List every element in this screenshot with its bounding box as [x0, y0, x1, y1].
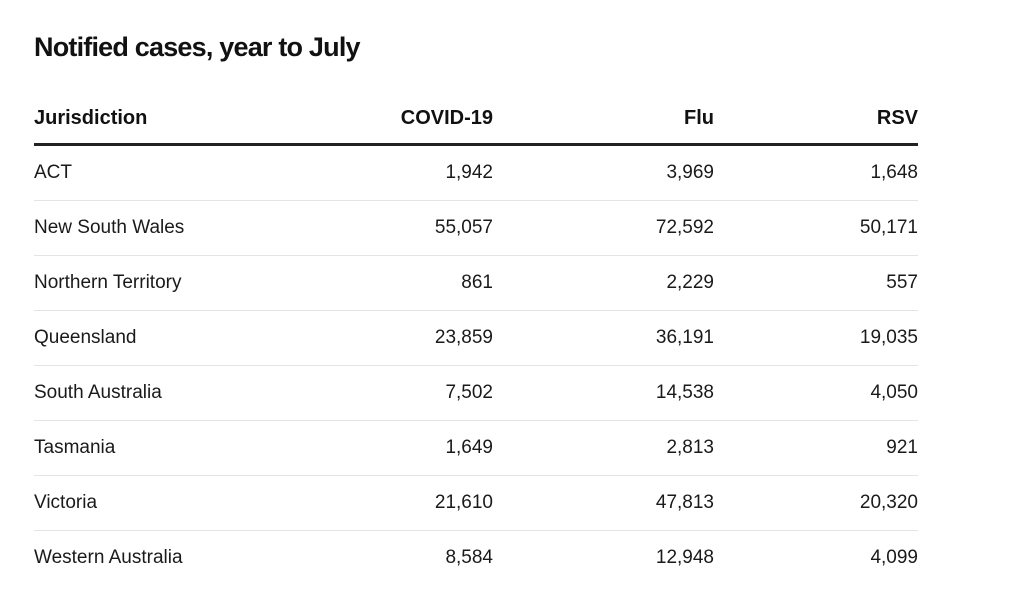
covid-19-cell: 1,649	[274, 420, 493, 476]
column-header-covid-19: COVID-19	[274, 93, 493, 146]
jurisdiction-cell: Northern Territory	[34, 255, 274, 311]
jurisdiction-cell: ACT	[34, 144, 274, 201]
rsv-cell: 1,648	[714, 144, 918, 201]
flu-cell: 47,813	[493, 475, 714, 531]
table-row: South Australia 7,502 14,538 4,050	[34, 365, 918, 421]
jurisdiction-cell: Tasmania	[34, 420, 274, 476]
flu-cell: 12,948	[655, 547, 714, 568]
flu-cell: 36,191	[493, 310, 714, 366]
covid-19-cell: 1,942	[274, 144, 493, 201]
jurisdiction-cell: South Australia	[34, 365, 274, 421]
covid-19-cell: 21,610	[274, 475, 493, 531]
rsv-cell: 4,099	[870, 547, 918, 568]
rsv-cell: 50,171	[714, 200, 918, 256]
cases-table: Jurisdiction COVID-19 Flu RSV ACT 1,942 …	[34, 93, 918, 585]
column-header-flu: Flu	[493, 93, 714, 146]
table-row: Northern Territory 861 2,229 557	[34, 255, 918, 311]
table-row: Tasmania 1,649 2,813 921	[34, 420, 918, 476]
header-row: Jurisdiction COVID-19 Flu RSV	[34, 93, 918, 146]
flu-cell: 2,813	[493, 420, 714, 476]
chart-title: Notified cases, year to July	[34, 32, 361, 62]
column-header-jurisdiction: Jurisdiction	[34, 93, 274, 146]
jurisdiction-cell: Victoria	[34, 475, 274, 531]
covid-19-cell: 7,502	[274, 365, 493, 421]
flu-cell: 2,229	[493, 255, 714, 311]
table-row: Western Australia 8,584 12,948 4,099	[34, 531, 918, 586]
rsv-cell: 921	[714, 420, 918, 476]
covid-19-cell: 8,584	[445, 547, 493, 568]
table-row: New South Wales 55,057 72,592 50,171	[34, 200, 918, 256]
covid-19-cell: 55,057	[274, 200, 493, 256]
table-row: ACT 1,942 3,969 1,648	[34, 144, 918, 201]
jurisdiction-cell: Western Australia	[34, 547, 183, 568]
table-row: Victoria 21,610 47,813 20,320	[34, 475, 918, 531]
flu-cell: 14,538	[493, 365, 714, 421]
flu-cell: 72,592	[493, 200, 714, 256]
table-row: Queensland 23,859 36,191 19,035	[34, 310, 918, 366]
jurisdiction-cell: Queensland	[34, 310, 274, 366]
flu-cell: 3,969	[493, 144, 714, 201]
jurisdiction-cell: New South Wales	[34, 200, 274, 256]
covid-19-cell: 23,859	[274, 310, 493, 366]
rsv-cell: 4,050	[714, 365, 918, 421]
covid-19-cell: 861	[274, 255, 493, 311]
column-header-rsv: RSV	[714, 93, 918, 146]
rsv-cell: 20,320	[714, 475, 918, 531]
rsv-cell: 19,035	[714, 310, 918, 366]
rsv-cell: 557	[714, 255, 918, 311]
